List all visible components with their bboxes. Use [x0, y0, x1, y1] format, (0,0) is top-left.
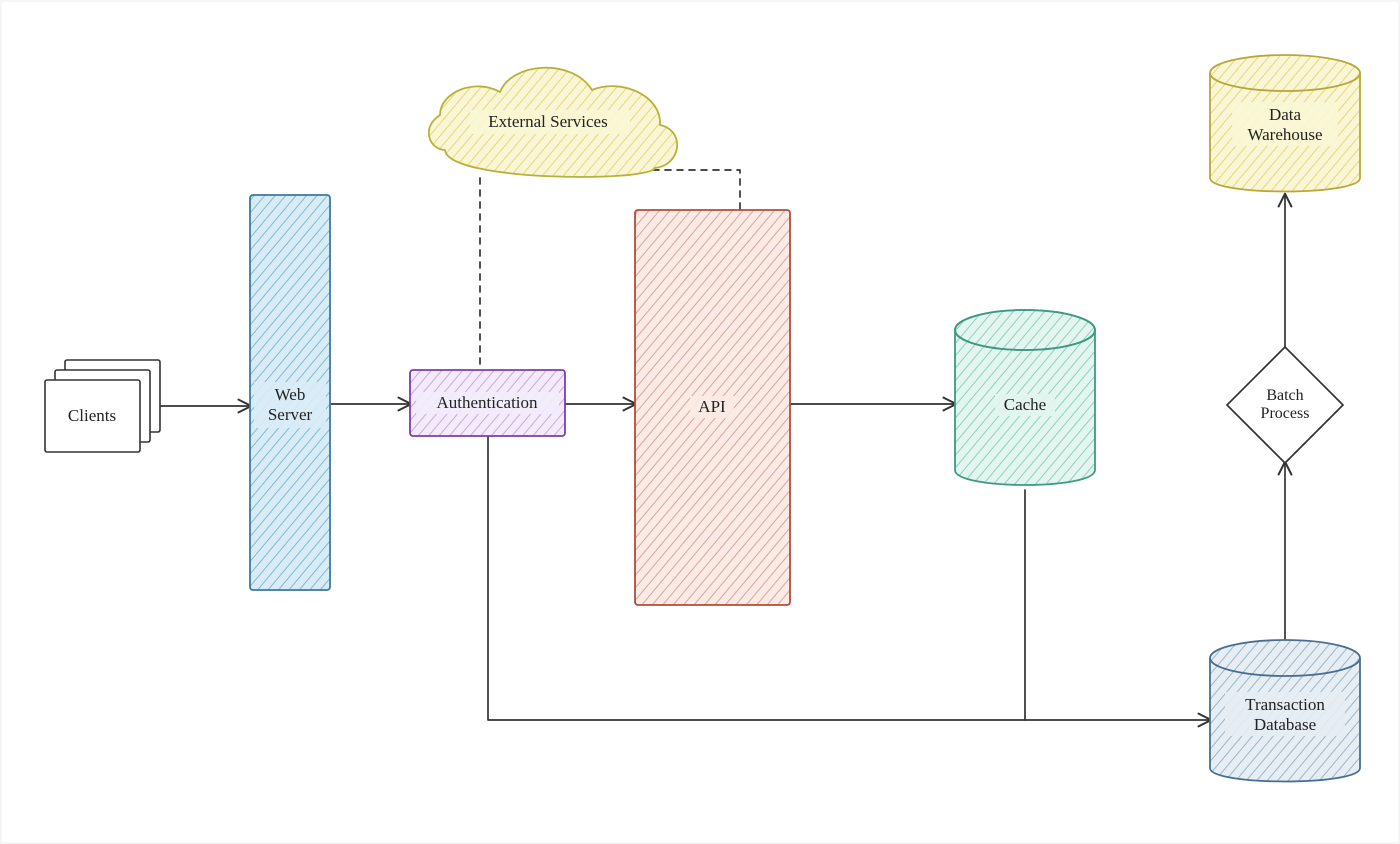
- transaction-db-label-2: Database: [1254, 715, 1316, 734]
- web-server-label-2: Server: [268, 405, 313, 424]
- node-clients: Clients: [45, 360, 160, 452]
- cache-label: Cache: [1004, 395, 1046, 414]
- web-server-label-1: Web: [275, 385, 306, 404]
- architecture-diagram: Clients Web Server Authentication Extern…: [0, 0, 1400, 844]
- batch-process-label-1: Batch: [1266, 387, 1303, 404]
- transaction-db-label-1: Transaction: [1245, 695, 1325, 714]
- data-warehouse-label-1: Data: [1269, 105, 1302, 124]
- node-transaction-db: Transaction Database: [1210, 640, 1360, 782]
- node-api: API: [635, 210, 790, 605]
- batch-process-label-2: Process: [1261, 405, 1310, 422]
- api-label: API: [698, 397, 726, 416]
- node-web-server: Web Server: [250, 195, 330, 590]
- node-cache: Cache: [955, 310, 1095, 485]
- clients-label: Clients: [68, 406, 116, 425]
- external-services-label: External Services: [488, 112, 607, 131]
- data-warehouse-label-2: Warehouse: [1247, 125, 1322, 144]
- node-authentication: Authentication: [410, 370, 565, 436]
- authentication-label: Authentication: [436, 393, 538, 412]
- node-data-warehouse: Data Warehouse: [1210, 55, 1360, 192]
